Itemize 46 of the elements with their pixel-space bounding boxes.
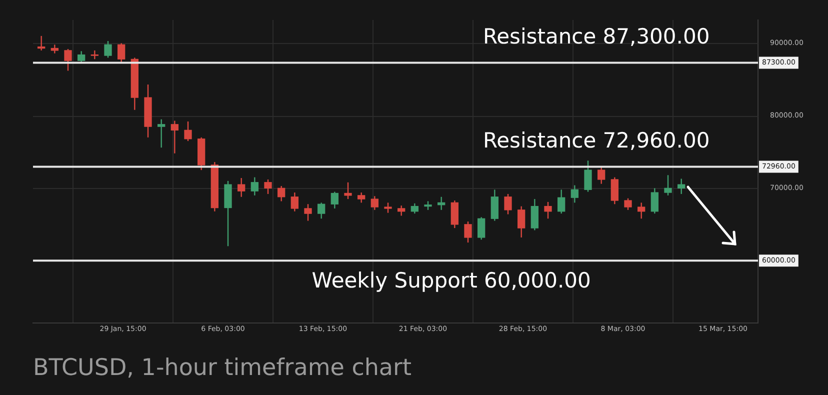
candlestick: [184, 120, 192, 142]
candlestick: [398, 204, 406, 216]
candlestick: [610, 176, 618, 205]
candlestick: [504, 193, 512, 215]
candlestick: [490, 189, 498, 222]
candlestick: [464, 220, 472, 244]
candlestick: [304, 204, 312, 222]
candlestick: [558, 189, 566, 214]
candlestick: [518, 206, 526, 238]
candlestick: [624, 198, 632, 211]
candlestick: [330, 191, 338, 210]
candlestick: [290, 192, 298, 212]
candlestick: [358, 192, 366, 204]
candlestick: [450, 200, 458, 229]
text: BTCUSD, 1-hour timeframe chart: [33, 355, 412, 381]
candlestick: [664, 174, 672, 196]
candlestick: [278, 185, 286, 202]
ref-line-label: Resistance 87,300.00: [482, 24, 710, 49]
ref-line-label: Resistance 72,960.00: [482, 128, 710, 153]
candlestick: [598, 166, 606, 184]
candlestick: [344, 182, 352, 200]
candlestick: [250, 176, 258, 196]
candlestick: [78, 50, 86, 64]
candlestick: [584, 160, 592, 192]
candlestick: [678, 178, 686, 195]
candlestick: [370, 196, 378, 211]
candlestick: [158, 118, 166, 148]
candlestick: [38, 35, 46, 52]
candlestick: [90, 50, 98, 60]
candlestick: [104, 40, 112, 58]
candlestick: [264, 178, 272, 195]
candlestick: [410, 202, 418, 214]
candlestick: [478, 216, 486, 240]
candlestick: [638, 202, 646, 220]
candlestick: [238, 177, 246, 198]
candlestick: [64, 48, 72, 72]
candlestick: [530, 198, 538, 231]
candlestick: [570, 184, 578, 204]
candlestick: [118, 42, 126, 64]
candlestick: [318, 202, 326, 220]
ref-line-label: Weekly Support 60,000.00: [312, 268, 591, 293]
candlestick: [384, 202, 392, 214]
candlestick: [650, 188, 658, 214]
candlestick: [544, 201, 552, 220]
candlestick: [224, 180, 232, 247]
candlestick: [170, 120, 178, 154]
